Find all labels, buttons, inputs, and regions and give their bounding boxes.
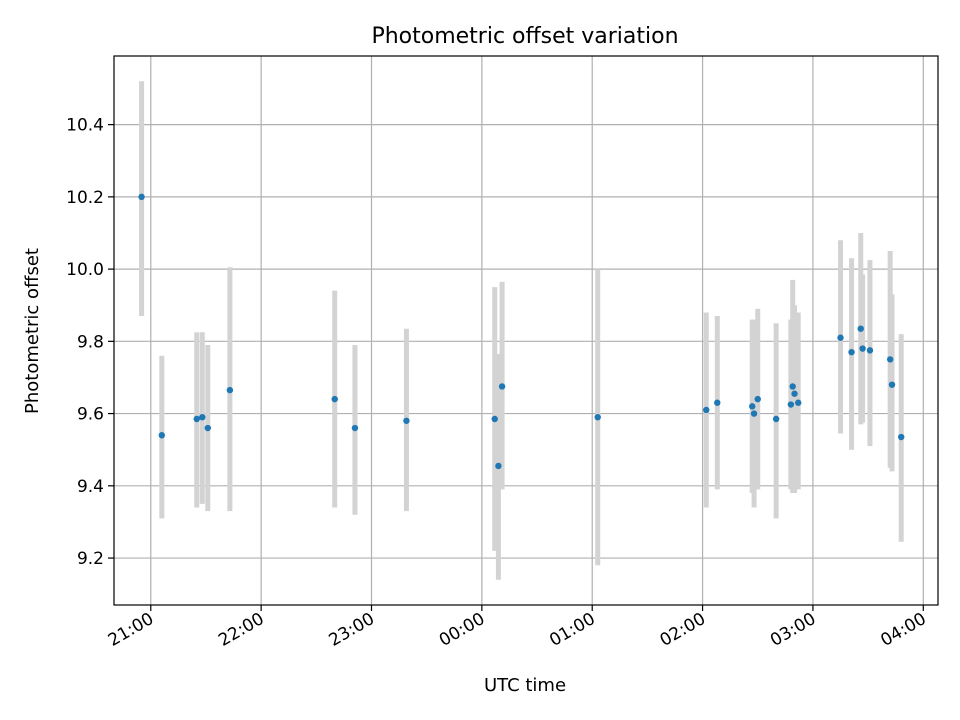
data-point xyxy=(351,424,359,432)
data-point xyxy=(866,347,874,354)
x-axis-ticks: 21:00 22:00 23:00 00:00 01:00 02:00 03:00 04:00 xyxy=(105,605,930,651)
data-point xyxy=(750,410,758,417)
x-axis-label: UTC time xyxy=(484,675,566,696)
y-tick-label: 9.6 xyxy=(77,405,104,425)
y-tick-label: 10.0 xyxy=(66,260,104,280)
y-tick-label: 10.2 xyxy=(66,188,104,208)
x-tick-label: 00:00 xyxy=(436,609,488,651)
data-point xyxy=(772,415,780,423)
data-point xyxy=(498,383,506,390)
x-tick-label: 23:00 xyxy=(326,609,378,651)
data-point xyxy=(886,356,894,363)
data-point xyxy=(857,325,864,332)
data-point xyxy=(331,395,338,403)
data-point xyxy=(495,462,502,470)
data-point xyxy=(204,424,212,432)
data-point xyxy=(848,348,855,356)
error-bars xyxy=(139,81,904,580)
x-tick-label: 04:00 xyxy=(877,609,929,651)
data-point xyxy=(789,383,796,390)
data-point xyxy=(403,417,410,424)
chart-title: Photometric offset variation xyxy=(371,24,678,49)
data-point xyxy=(703,406,710,414)
x-tick-label: 21:00 xyxy=(105,609,157,651)
data-point xyxy=(491,415,498,423)
data-point xyxy=(714,399,721,406)
x-tick-label: 02:00 xyxy=(657,609,709,651)
data-point xyxy=(888,381,896,388)
data-point xyxy=(193,415,200,423)
data-point xyxy=(795,399,802,406)
plot-frame xyxy=(113,55,939,606)
y-axis-label: Photometric offset xyxy=(22,248,43,414)
grid xyxy=(114,56,938,605)
data-point xyxy=(158,432,166,439)
y-tick-label: 9.8 xyxy=(77,332,104,352)
data-point xyxy=(226,386,234,394)
x-tick-label: 22:00 xyxy=(215,609,267,651)
x-tick-label: 03:00 xyxy=(767,609,819,651)
y-tick-label: 9.2 xyxy=(77,549,104,569)
y-tick-label: 10.4 xyxy=(66,116,104,136)
y-axis-ticks: 9.2 9.4 9.6 9.8 10.0 10.2 10.4 xyxy=(66,116,114,569)
data-point xyxy=(749,403,756,410)
x-tick-label: 01:00 xyxy=(546,609,598,651)
data-point xyxy=(787,401,795,408)
data-point xyxy=(199,413,206,421)
data-point xyxy=(859,345,866,352)
data-point xyxy=(594,413,601,421)
y-tick-label: 9.4 xyxy=(77,477,104,497)
data-points xyxy=(138,193,905,470)
data-point xyxy=(138,193,145,201)
data-point xyxy=(837,334,844,341)
data-point xyxy=(898,433,905,441)
data-point xyxy=(754,395,761,403)
data-point xyxy=(791,390,798,397)
